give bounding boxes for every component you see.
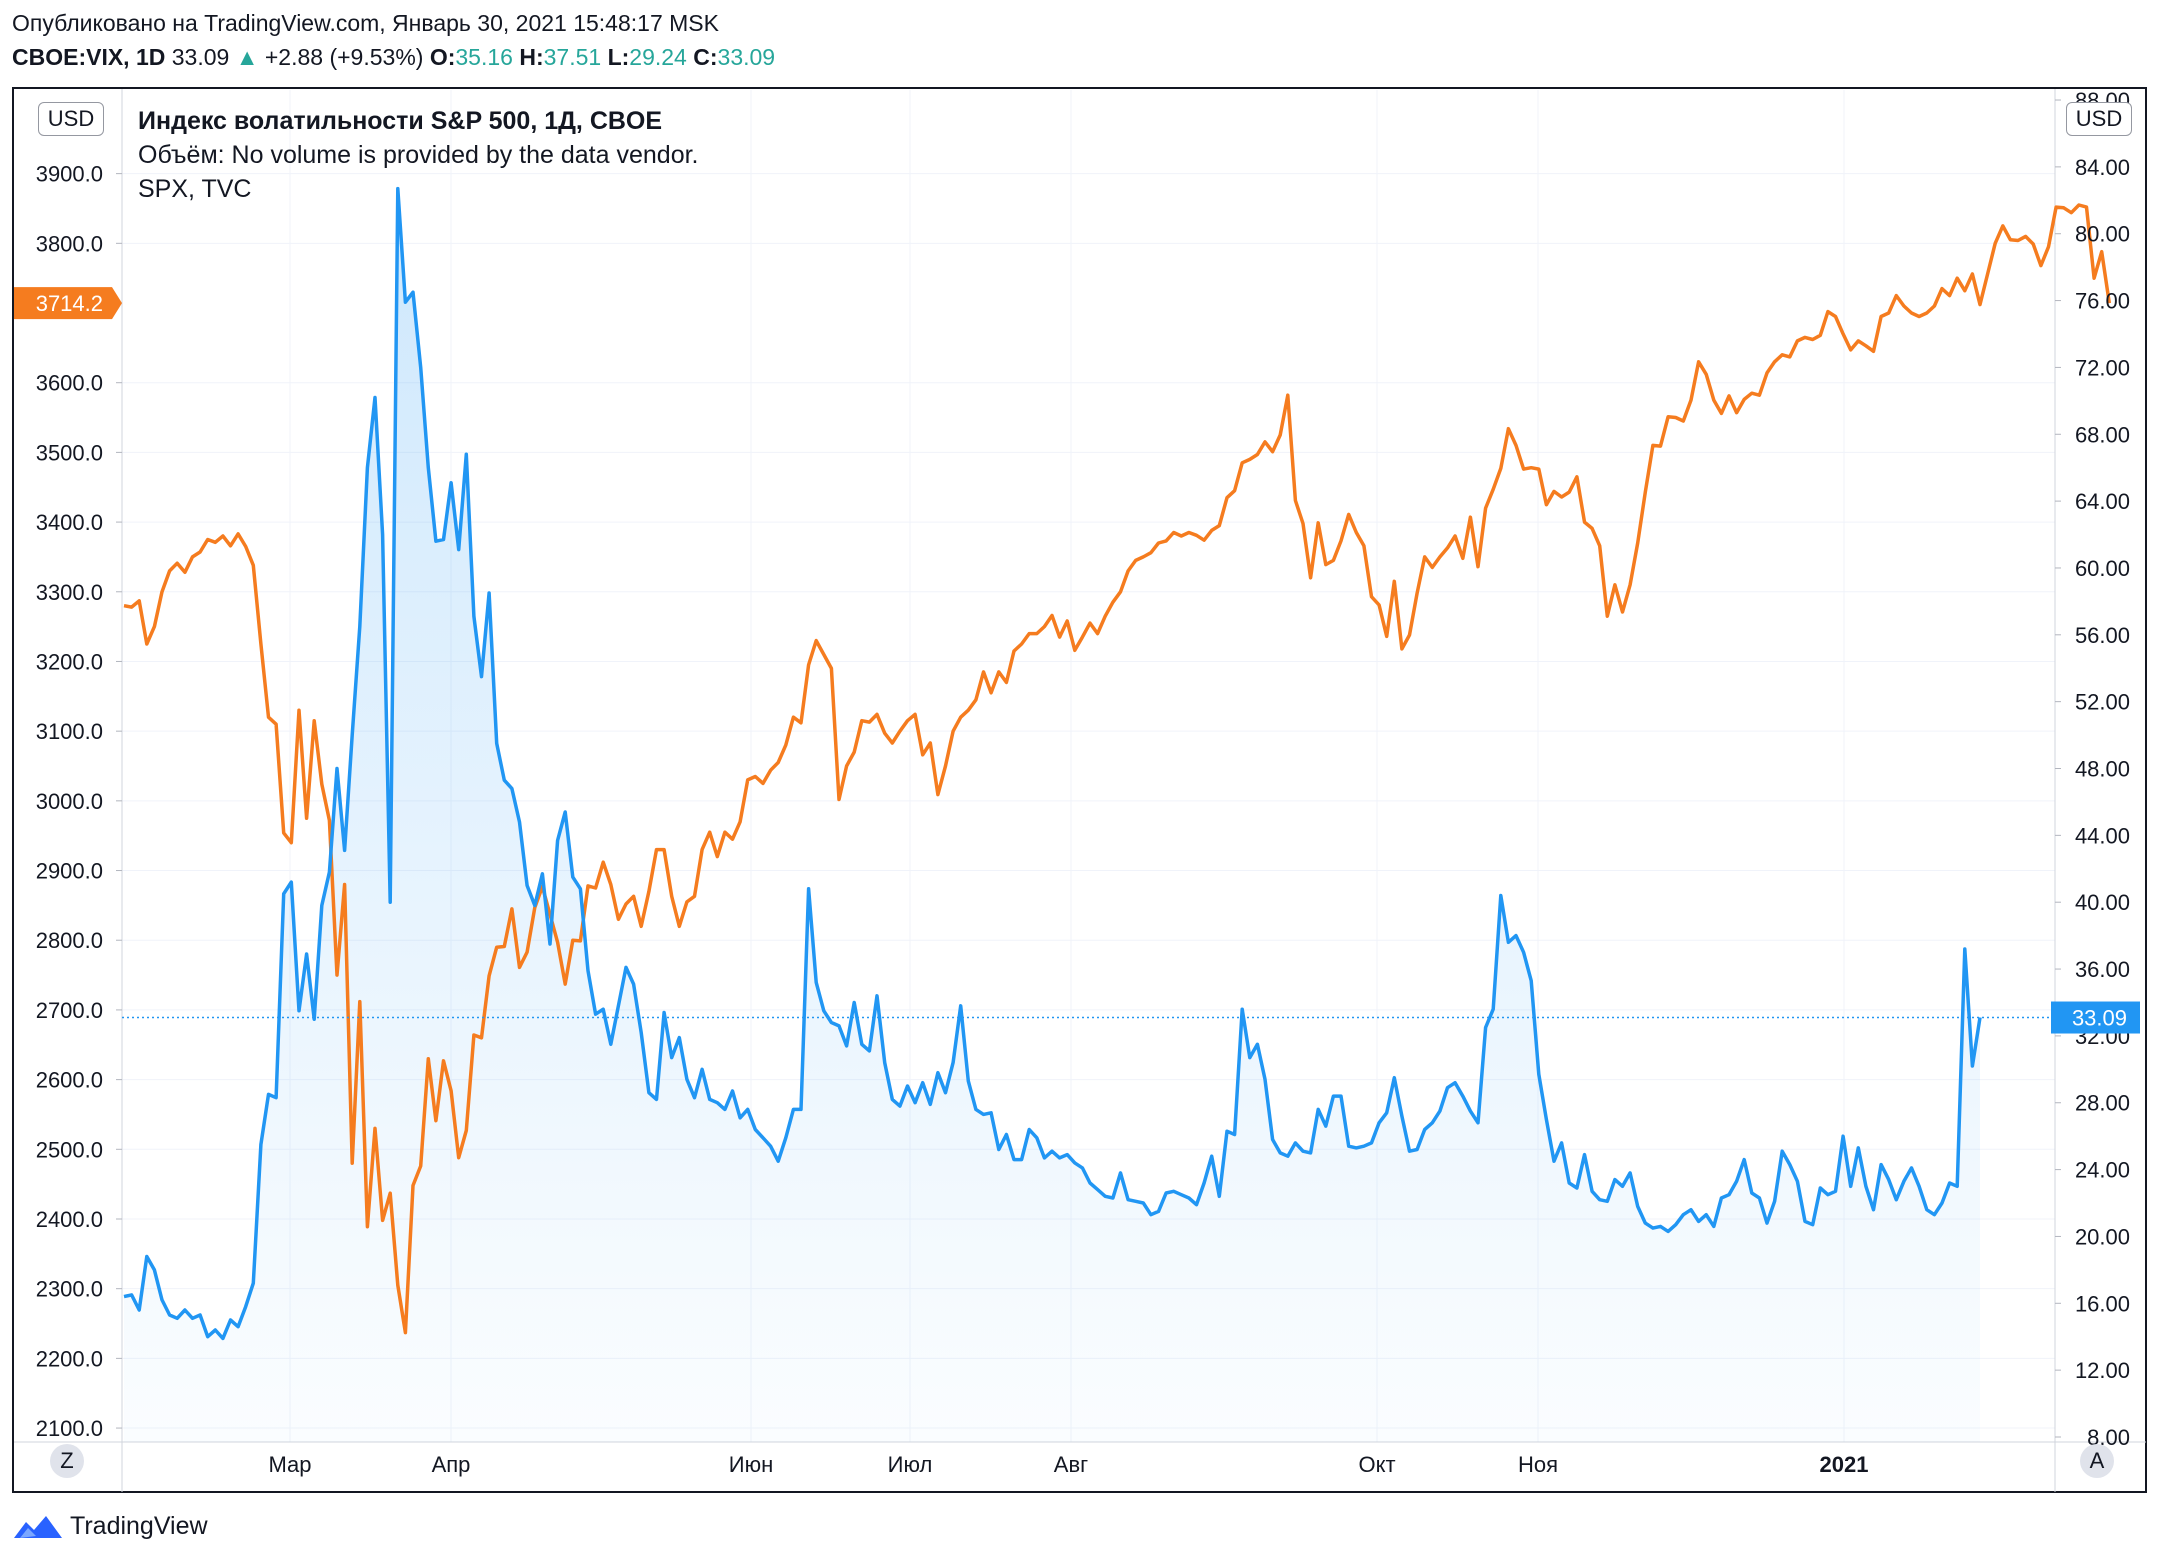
left-axis-tick-label: 3400.0 bbox=[36, 510, 103, 535]
close-value: 33.09 bbox=[717, 44, 776, 70]
right-axis-tick-label: 16.00 bbox=[2075, 1291, 2130, 1316]
left-axis-tick-label: 2900.0 bbox=[36, 859, 103, 884]
open-label: O: bbox=[429, 44, 456, 70]
right-axis-tick-label: 60.00 bbox=[2075, 556, 2130, 581]
low-label: L: bbox=[607, 44, 630, 70]
time-axis-label: 2021 bbox=[1820, 1452, 1869, 1477]
right-axis-tick-label: 84.00 bbox=[2075, 155, 2130, 180]
right-axis-tick-label: 36.00 bbox=[2075, 957, 2130, 982]
right-axis-tick-label: 44.00 bbox=[2075, 823, 2130, 848]
left-axis-tick-label: 2600.0 bbox=[36, 1068, 103, 1093]
last-price: 33.09 bbox=[171, 44, 230, 70]
left-axis-tick-label: 2500.0 bbox=[36, 1137, 103, 1162]
vix-price-tag bbox=[2051, 1001, 2140, 1034]
right-axis-tick-label: 68.00 bbox=[2075, 422, 2130, 447]
symbol-ohlc-bar: CBOE:VIX, 1D 33.09 ▲ +2.88 (+9.53%) O:35… bbox=[12, 44, 775, 71]
time-axis-label: Мар bbox=[268, 1452, 311, 1477]
right-axis-tick-label: 28.00 bbox=[2075, 1091, 2130, 1116]
left-axis-tick-label: 2700.0 bbox=[36, 998, 103, 1023]
chart-legend: Индекс волатильности S&P 500, 1Д, CBOE О… bbox=[138, 104, 699, 206]
legend-volume: Объём: No volume is provided by the data… bbox=[138, 141, 699, 169]
right-axis-tick-label: 48.00 bbox=[2075, 757, 2130, 782]
spx-line[interactable] bbox=[123, 203, 2112, 1335]
right-axis-tick-label: 56.00 bbox=[2075, 623, 2130, 648]
legend-compare[interactable]: SPX, TVC bbox=[138, 175, 252, 203]
right-axis-tick-label: 64.00 bbox=[2075, 489, 2130, 514]
left-axis-tick-label: 3300.0 bbox=[36, 580, 103, 605]
time-axis-label: Ноя bbox=[1518, 1452, 1558, 1477]
left-axis-tick-label: 2200.0 bbox=[36, 1346, 103, 1371]
right-axis-tick-label: 20.00 bbox=[2075, 1224, 2130, 1249]
right-axis-tick-label: 80.00 bbox=[2075, 222, 2130, 247]
left-axis-tick-label: 2100.0 bbox=[36, 1416, 103, 1441]
price-change: +2.88 (+9.53%) bbox=[264, 44, 424, 70]
left-axis-tick-label: 3200.0 bbox=[36, 649, 103, 674]
left-axis-tick-label: 3000.0 bbox=[36, 789, 103, 814]
chart-frame bbox=[12, 87, 2147, 1493]
left-axis-tick-label: 3500.0 bbox=[36, 440, 103, 465]
time-axis-label: Авг bbox=[1054, 1452, 1088, 1477]
vix-price-tag-label: 33.09 bbox=[2072, 1006, 2127, 1031]
right-axis-tick-label: 76.00 bbox=[2075, 289, 2130, 314]
tradingview-branding[interactable]: TradingView bbox=[12, 1512, 208, 1542]
symbol-name: CBOE:VIX, 1D bbox=[12, 44, 166, 70]
close-label: C: bbox=[693, 44, 718, 70]
right-axis-tick-label: 24.00 bbox=[2075, 1158, 2130, 1183]
low-value: 29.24 bbox=[629, 44, 687, 70]
right-axis-tick-label: 72.00 bbox=[2075, 355, 2130, 380]
time-axis-label: Июл bbox=[888, 1452, 933, 1477]
left-axis-tick-label: 3800.0 bbox=[36, 231, 103, 256]
up-arrow-icon: ▲ bbox=[235, 44, 259, 70]
right-axis-tick-label: 12.00 bbox=[2075, 1358, 2130, 1383]
right-axis-tick-label: 52.00 bbox=[2075, 690, 2130, 715]
time-axis-label: Окт bbox=[1358, 1452, 1395, 1477]
right-currency-button[interactable]: USD bbox=[2066, 102, 2132, 136]
open-value: 35.16 bbox=[455, 44, 513, 70]
time-axis-label: Апр bbox=[432, 1452, 471, 1477]
left-axis-tick-label: 3900.0 bbox=[36, 162, 103, 187]
time-axis-label: Июн bbox=[729, 1452, 773, 1477]
vix-area bbox=[124, 188, 1980, 1443]
legend-title: Индекс волатильности S&P 500, 1Д, CBOE bbox=[138, 107, 663, 135]
left-currency-button[interactable]: USD bbox=[38, 102, 104, 136]
left-axis-tick-label: 2800.0 bbox=[36, 928, 103, 953]
right-axis-tick-label: 40.00 bbox=[2075, 890, 2130, 915]
tradingview-logo-icon bbox=[14, 1516, 62, 1539]
high-label: H: bbox=[519, 44, 544, 70]
spx-price-tag bbox=[14, 287, 112, 320]
high-value: 37.51 bbox=[543, 44, 602, 70]
left-axis-tick-label: 3100.0 bbox=[36, 719, 103, 744]
left-axis-tick-label: 2300.0 bbox=[36, 1277, 103, 1302]
left-scale-button[interactable]: Z bbox=[50, 1444, 84, 1478]
vix-line[interactable] bbox=[123, 186, 1982, 1341]
auto-scale-button[interactable]: A bbox=[2080, 1444, 2114, 1478]
spx-price-tag-label: 3714.2 bbox=[36, 291, 103, 316]
brand-name: TradingView bbox=[70, 1512, 208, 1540]
left-axis-tick-label: 2400.0 bbox=[36, 1207, 103, 1232]
spx-price-tag-pointer bbox=[112, 287, 122, 320]
published-caption: Опубликовано на TradingView.com, Январь … bbox=[12, 10, 719, 36]
left-axis-tick-label: 3600.0 bbox=[36, 371, 103, 396]
